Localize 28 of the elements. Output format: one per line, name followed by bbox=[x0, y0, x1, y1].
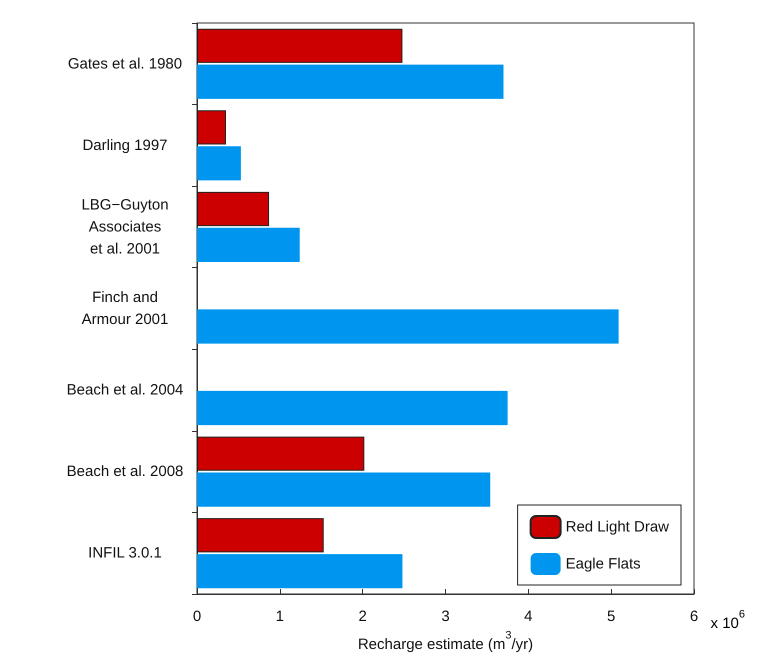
y-tick-label: LBG−Guyton Associates et al. 2001 bbox=[81, 196, 169, 258]
legend-label: Eagle Flats bbox=[566, 556, 641, 572]
x-tick-label: 2 bbox=[358, 608, 367, 625]
bar bbox=[197, 146, 241, 180]
bar bbox=[197, 28, 402, 63]
bar bbox=[197, 390, 508, 426]
y-tick-label: Beach et al. 2008 bbox=[66, 463, 184, 480]
y-tick-label: Gates et al. 1980 bbox=[68, 55, 182, 72]
x-tick-label: 3 bbox=[441, 608, 450, 625]
x-tick-label: 0 bbox=[192, 608, 202, 625]
bar bbox=[197, 309, 619, 344]
y-tick-label: Darling 1997 bbox=[82, 136, 168, 154]
bar bbox=[197, 436, 364, 471]
y-tick-label: INFIL 3.0.1 bbox=[88, 544, 162, 562]
bar bbox=[197, 192, 270, 226]
bar bbox=[197, 110, 226, 144]
x-tick-label: 5 bbox=[606, 608, 616, 625]
x-tick-label: 4 bbox=[524, 608, 533, 625]
bar bbox=[197, 472, 490, 507]
bar bbox=[197, 64, 504, 99]
bar bbox=[197, 554, 402, 588]
y-tick-label: Beach et al. 2004 bbox=[66, 382, 184, 399]
bar bbox=[197, 228, 300, 262]
legend-label: Red Light Draw bbox=[566, 518, 670, 536]
bar bbox=[197, 518, 324, 552]
x-tick-label: 6 bbox=[690, 608, 698, 625]
x-tick-label: 1 bbox=[276, 608, 284, 625]
y-tick-label: Finch and Armour 2001 bbox=[82, 289, 168, 328]
